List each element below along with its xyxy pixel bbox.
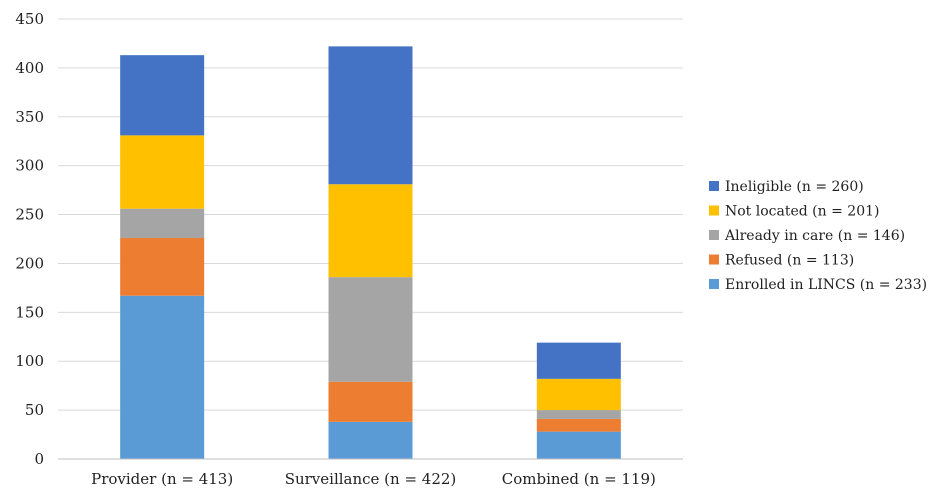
bar-segment xyxy=(120,135,205,209)
x-category-label: Combined (n = 119) xyxy=(502,470,656,488)
legend-swatch xyxy=(709,205,719,216)
y-tick-label: 100 xyxy=(15,352,44,370)
y-tick-label: 0 xyxy=(34,450,44,468)
legend-label: Not located (n = 201) xyxy=(725,204,879,220)
bar-segment xyxy=(536,410,621,419)
y-tick-label: 50 xyxy=(25,401,44,419)
bar-segment xyxy=(536,418,621,432)
legend-swatch xyxy=(709,181,719,191)
bars xyxy=(120,46,621,459)
x-axis: Provider (n = 413) Surveillance (n = 422)… xyxy=(58,458,683,488)
bar-segment xyxy=(328,277,413,382)
y-tick-label: 250 xyxy=(15,206,44,224)
y-tick-label: 350 xyxy=(15,108,44,126)
x-category-label: Surveillance (n = 422) xyxy=(285,470,457,488)
legend-swatch xyxy=(709,230,719,240)
legend: Ineligible (n = 260) Not located (n = 201… xyxy=(709,179,927,293)
bar-segment xyxy=(120,238,205,296)
bar-segment xyxy=(120,208,205,239)
legend-label: Ineligible (n = 260) xyxy=(725,179,864,195)
bar-segment xyxy=(328,184,413,278)
y-tick-label: 450 xyxy=(15,10,44,28)
y-tick-label: 300 xyxy=(15,157,44,175)
legend-label: Enrolled in LINCS (n = 233) xyxy=(725,277,927,293)
bar-segment xyxy=(536,342,621,379)
legend-label: Refused (n = 113) xyxy=(725,253,854,269)
bar-segment xyxy=(536,378,621,411)
x-category-label: Provider (n = 413) xyxy=(91,470,233,488)
bar-segment xyxy=(120,295,205,459)
y-tick-label: 200 xyxy=(15,254,44,272)
bar-segment xyxy=(328,46,413,185)
legend-swatch xyxy=(709,279,719,289)
y-tick-label: 400 xyxy=(15,59,44,77)
legend-swatch xyxy=(709,254,719,265)
bar-segment xyxy=(328,421,413,459)
y-tick-label: 150 xyxy=(15,303,44,321)
bar-segment xyxy=(536,431,621,459)
legend-label: Already in care (n = 146) xyxy=(724,228,905,244)
bar-segment xyxy=(120,55,205,136)
bar-segment xyxy=(328,381,413,422)
y-axis: 0 50 100 150 200 250 300 350 400 450 xyxy=(15,10,44,468)
